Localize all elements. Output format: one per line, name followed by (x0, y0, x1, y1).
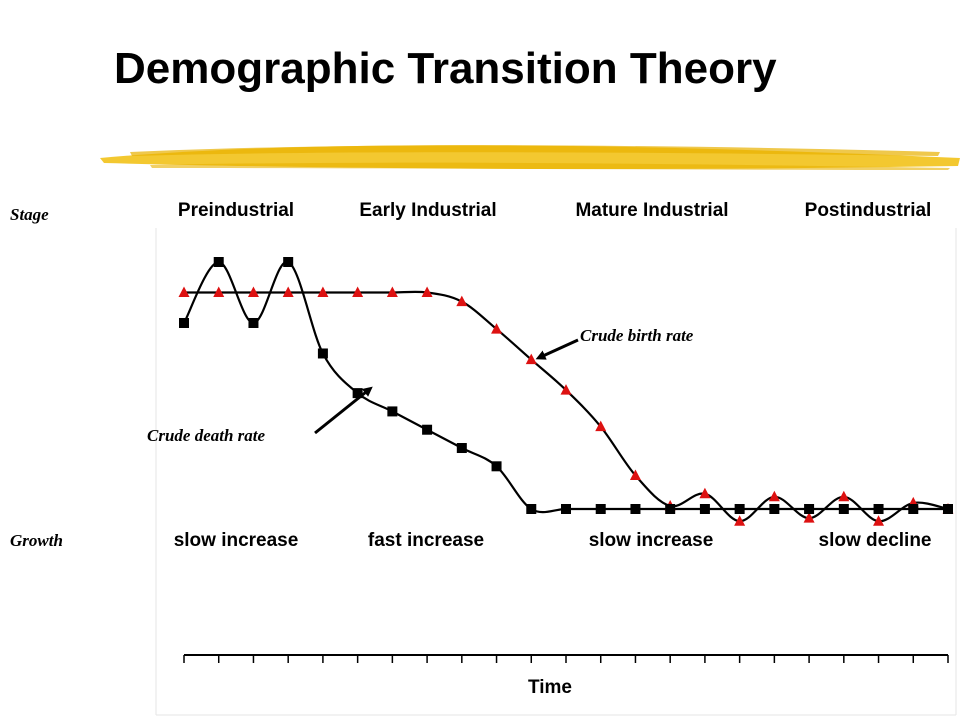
death-rate-point (456, 443, 467, 454)
growth-row-label: Growth (10, 531, 63, 550)
page-title: Demographic Transition Theory (114, 44, 777, 93)
birth-rate-point (629, 469, 641, 480)
birth-rate-point (803, 512, 815, 523)
birth-rate-point (213, 286, 225, 297)
growth-slow-decline: slow decline (818, 530, 932, 551)
death-rate-annotation: Crude death rate (147, 426, 266, 445)
death-rate-point (630, 504, 641, 514)
death-rate-point (699, 504, 710, 514)
death-rate-point (422, 424, 433, 435)
birth-rate-point (282, 286, 294, 297)
birth-rate-arrow (535, 338, 579, 360)
birth-rate-point (560, 384, 572, 395)
birth-rate-point (421, 286, 433, 297)
death-rate-point (387, 406, 398, 417)
death-rate-point (908, 504, 919, 514)
birth-rate-point (456, 295, 468, 307)
death-rate-point (769, 504, 780, 514)
death-rate-point (595, 504, 606, 514)
birth-rate-point (838, 490, 850, 502)
death-rate-point (734, 504, 745, 514)
birth-rate-point (873, 515, 885, 526)
death-rate-point (561, 504, 571, 514)
birth-rate-point (247, 286, 259, 297)
growth-slow-increase-1: slow increase (173, 530, 299, 551)
growth-fast-increase: fast increase (367, 530, 485, 551)
death-rate-point (248, 317, 259, 328)
stage-row-label: Stage (10, 205, 49, 224)
death-rate-point (352, 388, 363, 399)
stage-early-industrial: Early Industrial (359, 200, 497, 221)
birth-rate-point (491, 323, 503, 334)
death-rate-point (491, 461, 502, 472)
death-rate-point (804, 504, 815, 514)
birth-rate-point (317, 286, 329, 297)
death-rate-point (317, 348, 328, 359)
death-rate-point (873, 504, 884, 514)
birth-rate-point (734, 515, 746, 526)
death-rate-point (213, 257, 224, 267)
x-axis-label: Time (528, 677, 572, 698)
death-rate-point (943, 504, 953, 514)
birth-rate-point (386, 286, 398, 297)
stage-postindustrial: Postindustrial (804, 200, 932, 221)
birth-rate-line (183, 290, 949, 523)
birth-rate-point (595, 420, 607, 432)
growth-slow-increase-2: slow increase (588, 530, 714, 551)
death-rate-point (838, 504, 849, 514)
birth-rate-point (352, 286, 364, 297)
birth-rate-point (768, 490, 780, 502)
birth-rate-point (178, 286, 190, 297)
stage-mature-industrial: Mature Industrial (575, 200, 729, 221)
death-rate-arrow (314, 386, 373, 435)
death-rate-point (665, 504, 676, 514)
birth-rate-point (699, 487, 711, 499)
birth-rate-annotation: Crude birth rate (580, 326, 694, 345)
birth-rate-point (525, 353, 537, 365)
death-rate-point (179, 317, 189, 328)
death-rate-point (283, 257, 294, 267)
stage-preindustrial: Preindustrial (177, 200, 295, 221)
death-rate-point (526, 504, 537, 514)
